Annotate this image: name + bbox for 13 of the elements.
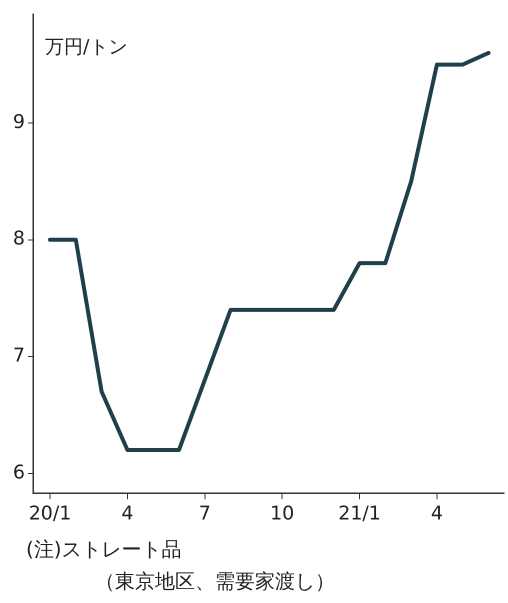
x-tick-label: 7: [198, 502, 211, 525]
x-tick-label: 4: [121, 502, 134, 525]
y-tick-label: 9: [12, 110, 25, 133]
x-tick-label: 10: [270, 502, 294, 525]
x-tick-label: 4: [430, 502, 443, 525]
y-tick-label: 8: [12, 228, 25, 250]
y-axis-title: 万円/トン: [45, 36, 128, 58]
text: (注)ストレート品: [26, 536, 182, 563]
y-tick-label: 6: [12, 461, 25, 484]
x-tick-label: 20/1: [28, 502, 72, 525]
x-tick-label: 21/1: [338, 502, 381, 525]
y-tick-label: 7: [12, 344, 25, 367]
text: （東京地区、需要家渡し）: [95, 568, 335, 595]
